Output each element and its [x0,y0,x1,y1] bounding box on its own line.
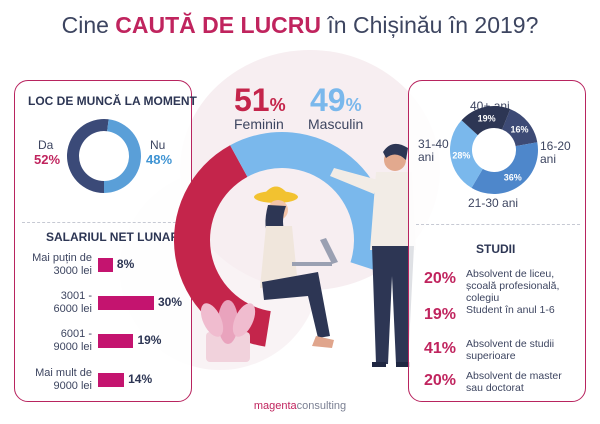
gender-slice-1 [230,131,390,274]
female-percent: 51% [234,82,286,118]
employment-slice-1 [104,119,142,193]
education-label: Student în anul 1-6 [466,304,555,316]
salary-category-label: Mai puțin de 3000 lei [32,252,92,277]
right-panel [408,80,586,402]
female-label: Feminin [234,116,284,132]
education-percent: 20% [424,270,457,287]
woman-illustration [254,186,338,348]
employment-slice-0 [67,119,109,193]
salary-bar [98,258,113,272]
salary-bar [98,373,125,387]
education-label: Absolvent de liceu, școală profesională,… [466,268,560,304]
age-value-label-1: 36% [504,173,522,183]
brand-part1: magenta [253,400,297,412]
education-label: Absolvent de studii superioare [466,338,555,362]
plant-illustration [200,300,256,362]
salary-category-label: Mai mult de 9000 lei [35,367,92,392]
employment-label-nu: Nu [150,138,166,152]
employment-value-nu: 48% [146,152,173,167]
male-label: Masculin [308,116,364,132]
salary-category-label: 6001 - 9000 lei [53,328,92,353]
man-illustration [330,143,416,367]
male-percent: 49% [310,82,362,118]
age-value-label-0: 16% [511,125,529,135]
age-slice-2 [450,120,483,188]
salary-category-label: 3001 - 6000 lei [53,290,92,315]
age-value-label-3: 19% [478,113,496,123]
title-suffix: în Chișinău în 2019? [327,12,539,38]
age-slice-3 [461,106,511,136]
title-prefix: Cine [61,12,109,38]
page-title: Cine CAUTĂ DE LUCRU în Chișinău în 2019? [0,12,600,39]
salary-title: SALARIUL NET LUNAR [46,230,180,244]
salary-value-label: 19% [137,333,162,347]
age-value-label-2: 28% [452,150,470,160]
age-slice-0 [502,109,538,147]
left-divider [22,222,186,223]
age-slice-1 [471,142,538,195]
gender-donut [174,131,390,347]
salary-bar [98,296,154,310]
brand-footer: magentaconsulting [0,400,600,412]
left-panel [14,80,192,402]
salary-value-label: 30% [158,295,183,309]
employment-title: LOC DE MUNCĂ LA MOMENT [28,94,197,108]
salary-value-label: 14% [128,372,153,386]
age-label-31-40: 31-40 ani [418,137,449,164]
employment-value-da: 52% [34,152,61,167]
education-title: STUDII [476,242,516,256]
brand-part2: consulting [296,400,347,412]
education-percent: 41% [424,340,457,357]
age-label-21-30: 21-30 ani [468,196,519,210]
employment-label-da: Da [38,138,54,152]
salary-value-label: 8% [116,257,135,271]
education-percent: 20% [424,372,457,389]
education-percent: 19% [424,306,457,323]
age-label-16-20: 16-20 ani [540,139,571,166]
salary-bar [98,334,134,348]
right-divider [416,224,580,225]
education-label: Absolvent de master sau doctorat [466,370,562,394]
gender-slice-0 [174,145,271,347]
title-highlight: CAUTĂ DE LUCRU [115,12,322,38]
